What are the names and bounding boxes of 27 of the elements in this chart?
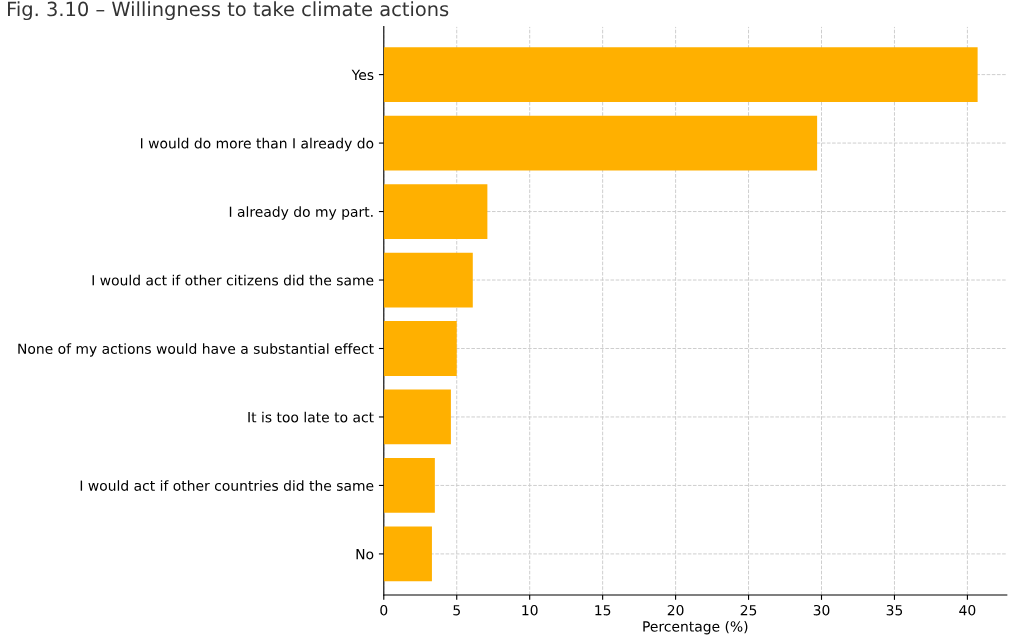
y-tick-label: No	[356, 549, 374, 560]
y-tick-label: I would act if other citizens did the same	[92, 274, 374, 286]
y-tick-label: I would act if other countries did the same	[80, 480, 374, 491]
x-tick-label: 20	[667, 604, 684, 616]
bar	[383, 47, 978, 102]
bar	[383, 115, 818, 171]
bar	[383, 184, 488, 239]
text: Fig. 3.10 – Willingness to take climate actions	[8, 1, 449, 21]
x-tick-label: 15	[595, 605, 611, 616]
x-tick-label: 30	[813, 604, 830, 616]
y-tick-label: I already do my part.	[229, 206, 373, 220]
y-tick-label: It is too late to act	[248, 411, 374, 423]
x-tick-label: 5	[453, 605, 460, 616]
x-tick-label: 10	[522, 604, 538, 616]
x-axis-title: Percentage (%)	[643, 620, 748, 635]
bar	[383, 321, 457, 376]
bar	[383, 252, 473, 308]
y-tick-label: I would do more than I already do	[140, 137, 374, 152]
y-tick-label: None of my actions would have a substantial effect	[18, 343, 374, 357]
x-tick-label: 40	[959, 604, 976, 616]
x-tick-label: 0	[380, 604, 388, 616]
bar	[383, 526, 432, 582]
x-tick-label: 35	[886, 604, 903, 616]
y-tick-label: Yes	[351, 69, 374, 81]
x-tick-label: 25	[740, 604, 757, 616]
bar	[383, 389, 451, 445]
bar	[383, 458, 435, 513]
